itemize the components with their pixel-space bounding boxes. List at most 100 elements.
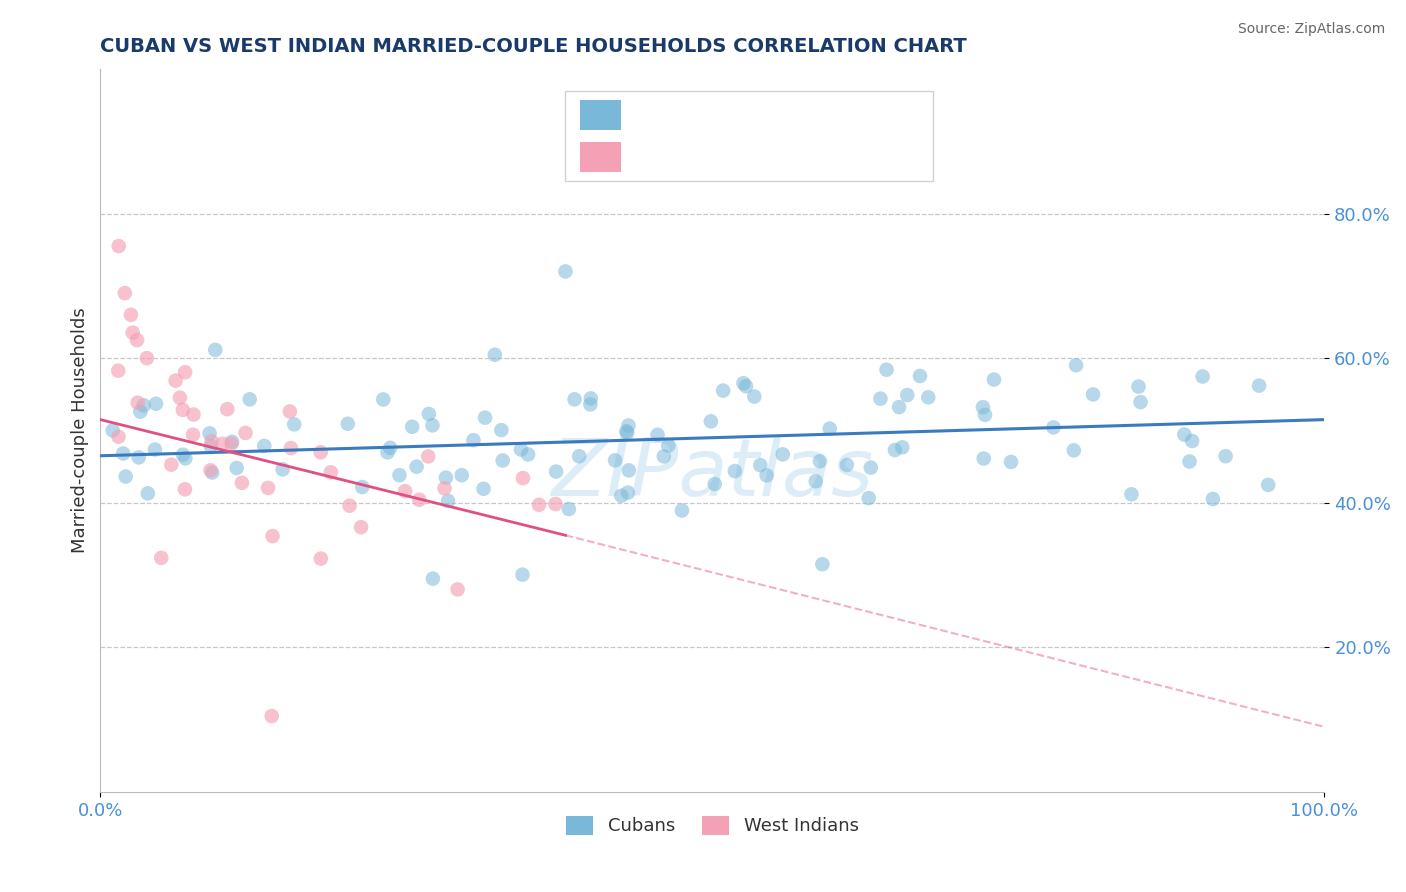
Point: [136, 486, 159, 500]
Point: [908, 369, 931, 384]
Point: [388, 468, 411, 483]
Point: [165, 374, 187, 388]
Point: [183, 408, 205, 422]
Point: [1063, 443, 1085, 458]
Point: [394, 484, 416, 499]
Point: [610, 489, 633, 503]
Point: [891, 440, 914, 454]
Point: [174, 451, 197, 466]
Point: [221, 434, 243, 449]
Point: [121, 326, 143, 340]
Point: [818, 422, 841, 436]
Point: [749, 458, 772, 473]
Point: [339, 499, 361, 513]
Point: [647, 427, 669, 442]
Point: [200, 439, 222, 453]
Point: [703, 477, 725, 491]
Point: [617, 418, 640, 433]
Point: [652, 450, 675, 464]
Point: [107, 430, 129, 444]
Point: [225, 461, 247, 475]
Point: [1081, 387, 1104, 401]
Point: [472, 482, 495, 496]
Point: [887, 400, 910, 414]
Point: [657, 439, 679, 453]
Point: [544, 497, 567, 511]
Point: [418, 407, 440, 421]
Point: [564, 392, 586, 407]
Point: [1042, 420, 1064, 434]
Point: [517, 447, 540, 461]
Point: [527, 498, 550, 512]
Point: [235, 425, 257, 440]
Point: [434, 470, 457, 484]
Point: [491, 423, 513, 437]
Point: [283, 417, 305, 432]
Point: [309, 551, 332, 566]
Point: [319, 466, 342, 480]
Point: [262, 529, 284, 543]
Point: [257, 481, 280, 495]
Point: [172, 403, 194, 417]
Point: [418, 450, 440, 464]
Point: [405, 459, 427, 474]
Point: [744, 390, 766, 404]
Point: [271, 462, 294, 476]
Point: [174, 483, 197, 497]
Point: [558, 502, 581, 516]
Point: [858, 491, 880, 505]
Point: [336, 417, 359, 431]
Point: [603, 453, 626, 467]
Point: [869, 392, 891, 406]
Point: [510, 442, 533, 457]
Point: [1129, 395, 1152, 409]
Point: [579, 392, 602, 406]
Point: [211, 436, 233, 450]
Point: [974, 408, 997, 422]
Point: [772, 447, 794, 461]
Point: [132, 398, 155, 412]
Point: [128, 450, 150, 465]
Point: [972, 400, 994, 414]
Point: [373, 392, 395, 407]
Point: [127, 395, 149, 409]
Point: [422, 572, 444, 586]
Point: [114, 469, 136, 483]
Point: [1121, 487, 1143, 501]
Point: [204, 343, 226, 357]
Point: [1173, 427, 1195, 442]
Point: [711, 384, 734, 398]
Point: [474, 410, 496, 425]
Point: [101, 424, 124, 438]
Point: [917, 390, 939, 404]
Point: [735, 379, 758, 393]
Point: [492, 453, 515, 467]
Text: CUBAN VS WEST INDIAN MARRIED-COUPLE HOUSEHOLDS CORRELATION CHART: CUBAN VS WEST INDIAN MARRIED-COUPLE HOUS…: [100, 37, 967, 56]
Text: Source: ZipAtlas.com: Source: ZipAtlas.com: [1237, 22, 1385, 37]
Point: [114, 286, 136, 301]
Point: [1202, 491, 1225, 506]
Point: [1181, 434, 1204, 448]
Point: [169, 391, 191, 405]
Point: [446, 582, 468, 597]
Point: [617, 485, 640, 500]
Point: [883, 443, 905, 458]
Point: [512, 567, 534, 582]
Point: [1128, 379, 1150, 393]
Point: [120, 308, 142, 322]
Point: [671, 503, 693, 517]
Point: [616, 425, 638, 440]
Point: [217, 402, 239, 417]
Point: [983, 373, 1005, 387]
Point: [378, 441, 401, 455]
Point: [200, 463, 222, 477]
Point: [450, 468, 472, 483]
Point: [135, 351, 157, 366]
Point: [546, 465, 568, 479]
Point: [280, 441, 302, 455]
Point: [107, 364, 129, 378]
Point: [859, 460, 882, 475]
Point: [896, 388, 918, 402]
Point: [755, 468, 778, 483]
Point: [700, 414, 723, 428]
